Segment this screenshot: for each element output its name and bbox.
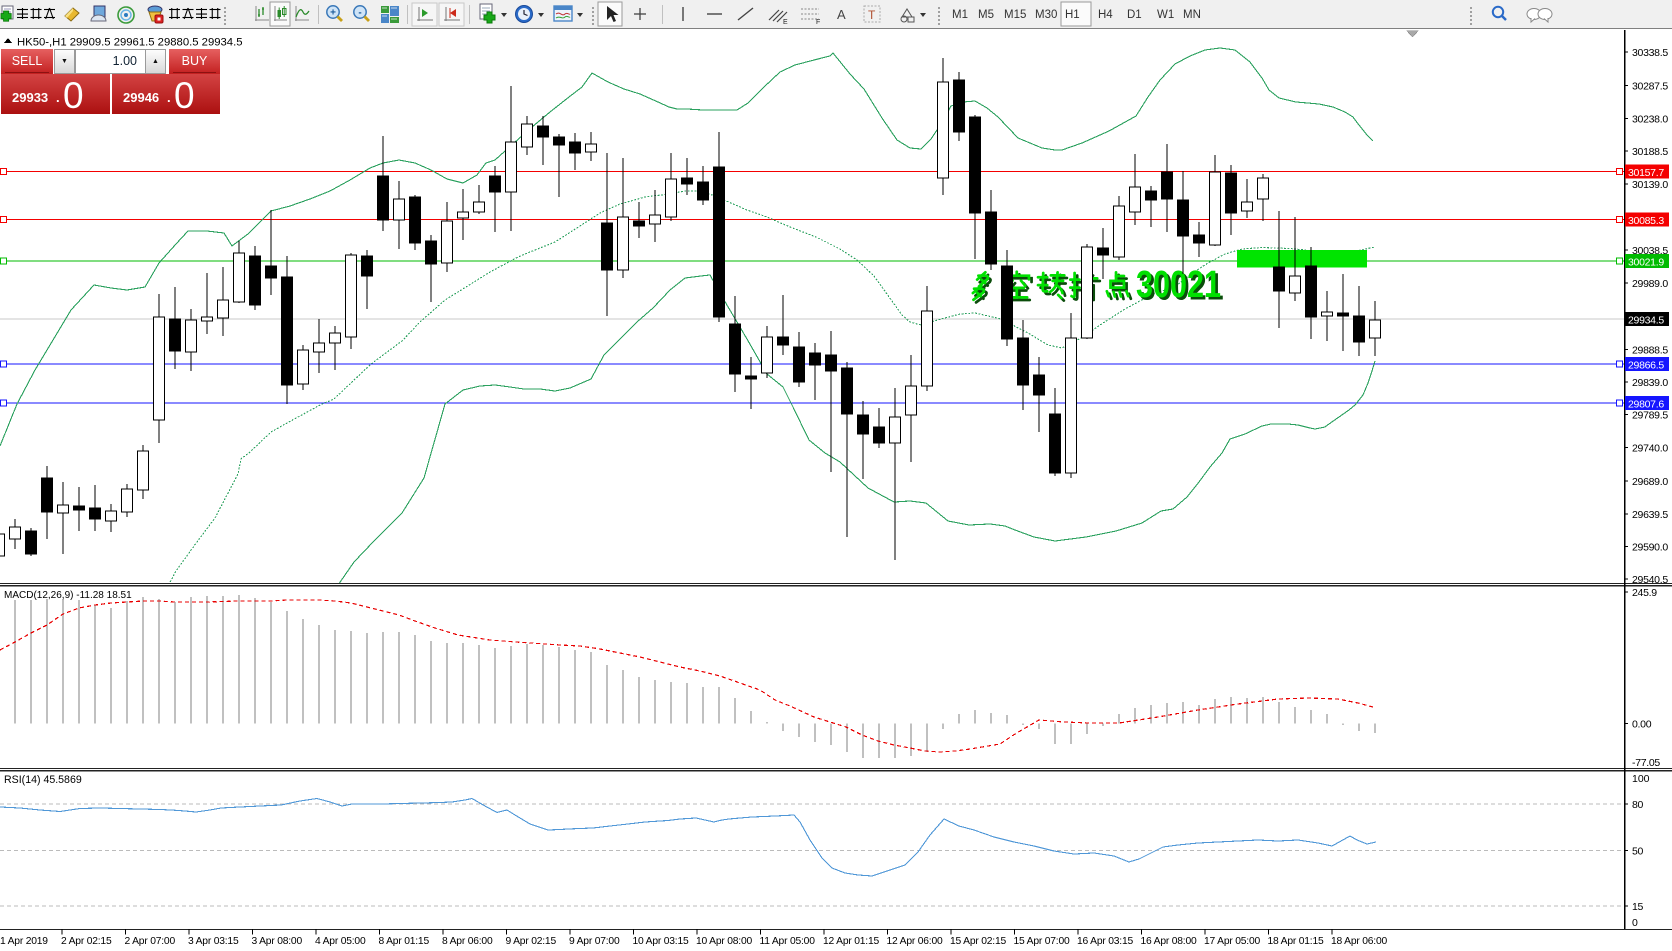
svg-text:30139.0: 30139.0	[1632, 179, 1668, 191]
svg-text:30021.9: 30021.9	[1628, 257, 1664, 269]
svg-text:M1: M1	[952, 9, 968, 21]
svg-text:12 Apr 01:15: 12 Apr 01:15	[823, 936, 879, 947]
svg-text:3 Apr 08:00: 3 Apr 08:00	[252, 936, 303, 947]
svg-text:16 Apr 03:15: 16 Apr 03:15	[1077, 936, 1133, 947]
svg-text:4 Apr 05:00: 4 Apr 05:00	[315, 936, 366, 947]
svg-text:15 Apr 02:15: 15 Apr 02:15	[950, 936, 1006, 947]
svg-text:29540.5: 29540.5	[1632, 574, 1668, 586]
svg-text:8 Apr 06:00: 8 Apr 06:00	[442, 936, 493, 947]
svg-text:15: 15	[1632, 901, 1644, 913]
svg-text:E: E	[783, 19, 788, 26]
svg-text:A: A	[837, 7, 846, 22]
svg-text:MACD(12,26,9) -11.28 18.51: MACD(12,26,9) -11.28 18.51	[4, 590, 132, 601]
svg-text:MN: MN	[1183, 9, 1201, 21]
svg-text:HK50-,H1 29909.5 29961.5 2988: HK50-,H1 29909.5 29961.5 29880.5 29934.5	[17, 37, 243, 49]
svg-text:0: 0	[1632, 917, 1638, 929]
svg-text:-77.05: -77.05	[1632, 757, 1660, 769]
svg-text:17 Apr 05:00: 17 Apr 05:00	[1204, 936, 1260, 947]
svg-text:10 Apr 08:00: 10 Apr 08:00	[696, 936, 752, 947]
svg-text:30021: 30021	[1139, 267, 1224, 309]
svg-text:30157.7: 30157.7	[1628, 167, 1664, 179]
svg-text:29934.5: 29934.5	[1628, 315, 1664, 327]
svg-text:11 Apr 05:00: 11 Apr 05:00	[760, 936, 816, 947]
svg-text:30021: 30021	[1136, 264, 1221, 306]
svg-text:+: +	[330, 8, 336, 19]
svg-text:50: 50	[1632, 846, 1644, 858]
svg-text:1 Apr 2019: 1 Apr 2019	[0, 936, 48, 947]
svg-text:D1: D1	[1127, 9, 1142, 21]
svg-text:29839.0: 29839.0	[1632, 377, 1668, 389]
svg-text:9 Apr 02:15: 9 Apr 02:15	[506, 936, 557, 947]
svg-text:T: T	[868, 8, 876, 22]
svg-text:30338.5: 30338.5	[1632, 47, 1668, 59]
svg-text:2 Apr 07:00: 2 Apr 07:00	[125, 936, 176, 947]
svg-text:29807.6: 29807.6	[1628, 398, 1664, 410]
svg-text:29888.5: 29888.5	[1632, 344, 1668, 356]
svg-text:8 Apr 01:15: 8 Apr 01:15	[379, 936, 430, 947]
svg-text:-: -	[358, 8, 361, 19]
svg-text:29740.0: 29740.0	[1632, 442, 1668, 454]
svg-text:M15: M15	[1004, 9, 1026, 21]
svg-text:15 Apr 07:00: 15 Apr 07:00	[1014, 936, 1070, 947]
svg-text:F: F	[816, 19, 820, 26]
svg-text:30287.5: 30287.5	[1632, 81, 1668, 93]
svg-text:30238.0: 30238.0	[1632, 113, 1668, 125]
svg-text:29989.0: 29989.0	[1632, 278, 1668, 290]
svg-text:29866.5: 29866.5	[1628, 359, 1664, 371]
svg-text:3 Apr 03:15: 3 Apr 03:15	[188, 936, 239, 947]
svg-text:M30: M30	[1035, 9, 1057, 21]
svg-text:30085.3: 30085.3	[1628, 215, 1664, 227]
svg-text:12 Apr 06:00: 12 Apr 06:00	[887, 936, 943, 947]
svg-text:RSI(14) 45.5869: RSI(14) 45.5869	[4, 774, 82, 786]
svg-text:16 Apr 08:00: 16 Apr 08:00	[1141, 936, 1197, 947]
svg-text:18 Apr 06:00: 18 Apr 06:00	[1331, 936, 1387, 947]
svg-text:18 Apr 01:15: 18 Apr 01:15	[1268, 936, 1324, 947]
svg-text:9 Apr 07:00: 9 Apr 07:00	[569, 936, 620, 947]
svg-text:80: 80	[1632, 799, 1644, 811]
svg-text:245.9: 245.9	[1632, 587, 1657, 599]
svg-text:30188.5: 30188.5	[1632, 146, 1668, 158]
svg-text:10 Apr 03:15: 10 Apr 03:15	[633, 936, 689, 947]
svg-text:100: 100	[1632, 773, 1650, 785]
svg-text:0.00: 0.00	[1632, 719, 1652, 731]
svg-text:W1: W1	[1157, 9, 1174, 21]
svg-text:H4: H4	[1098, 9, 1113, 21]
svg-text:29789.5: 29789.5	[1632, 410, 1668, 422]
svg-text:29590.0: 29590.0	[1632, 542, 1668, 554]
svg-text:29689.0: 29689.0	[1632, 476, 1668, 488]
svg-text:29639.5: 29639.5	[1632, 509, 1668, 521]
svg-text:M5: M5	[978, 9, 994, 21]
svg-text:H1: H1	[1065, 9, 1080, 21]
svg-text:2 Apr 02:15: 2 Apr 02:15	[61, 936, 112, 947]
